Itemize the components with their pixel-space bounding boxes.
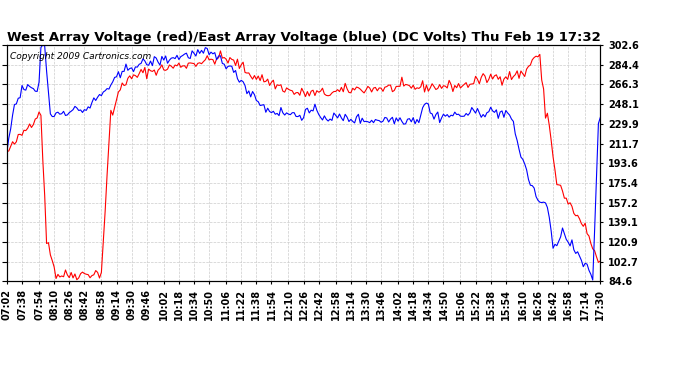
Text: West Array Voltage (red)/East Array Voltage (blue) (DC Volts) Thu Feb 19 17:32: West Array Voltage (red)/East Array Volt… xyxy=(7,31,601,44)
Text: Copyright 2009 Cartronics.com: Copyright 2009 Cartronics.com xyxy=(10,52,151,61)
